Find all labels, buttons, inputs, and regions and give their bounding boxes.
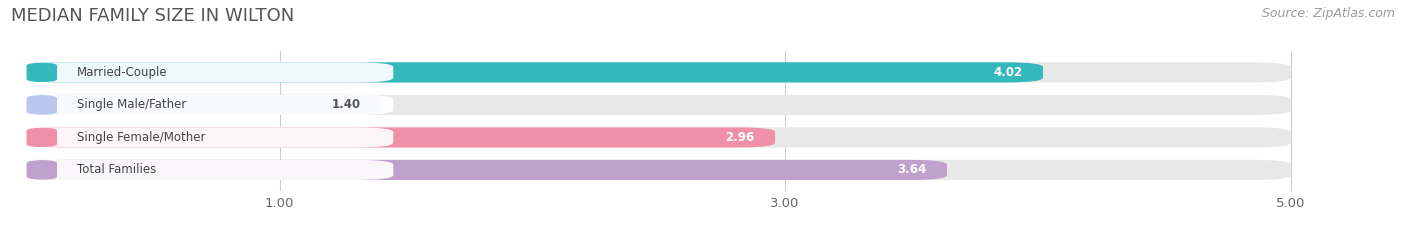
FancyBboxPatch shape bbox=[27, 95, 394, 115]
Text: 2.96: 2.96 bbox=[725, 131, 755, 144]
Text: Single Male/Father: Single Male/Father bbox=[77, 98, 187, 111]
FancyBboxPatch shape bbox=[27, 160, 1291, 180]
FancyBboxPatch shape bbox=[27, 160, 948, 180]
Text: 1.40: 1.40 bbox=[332, 98, 360, 111]
FancyBboxPatch shape bbox=[27, 62, 58, 82]
Text: 4.02: 4.02 bbox=[994, 66, 1022, 79]
FancyBboxPatch shape bbox=[27, 95, 58, 115]
Text: 3.64: 3.64 bbox=[897, 163, 927, 176]
FancyBboxPatch shape bbox=[27, 160, 394, 180]
Text: Total Families: Total Families bbox=[77, 163, 156, 176]
FancyBboxPatch shape bbox=[27, 62, 1291, 82]
FancyBboxPatch shape bbox=[27, 127, 1291, 147]
FancyBboxPatch shape bbox=[27, 62, 394, 82]
Text: Single Female/Mother: Single Female/Mother bbox=[77, 131, 205, 144]
Text: Source: ZipAtlas.com: Source: ZipAtlas.com bbox=[1261, 7, 1395, 20]
FancyBboxPatch shape bbox=[27, 127, 58, 147]
FancyBboxPatch shape bbox=[27, 127, 775, 147]
Text: MEDIAN FAMILY SIZE IN WILTON: MEDIAN FAMILY SIZE IN WILTON bbox=[11, 7, 294, 25]
FancyBboxPatch shape bbox=[27, 62, 1043, 82]
FancyBboxPatch shape bbox=[27, 160, 58, 180]
FancyBboxPatch shape bbox=[27, 127, 394, 147]
Text: Married-Couple: Married-Couple bbox=[77, 66, 167, 79]
FancyBboxPatch shape bbox=[27, 95, 1291, 115]
FancyBboxPatch shape bbox=[27, 95, 381, 115]
